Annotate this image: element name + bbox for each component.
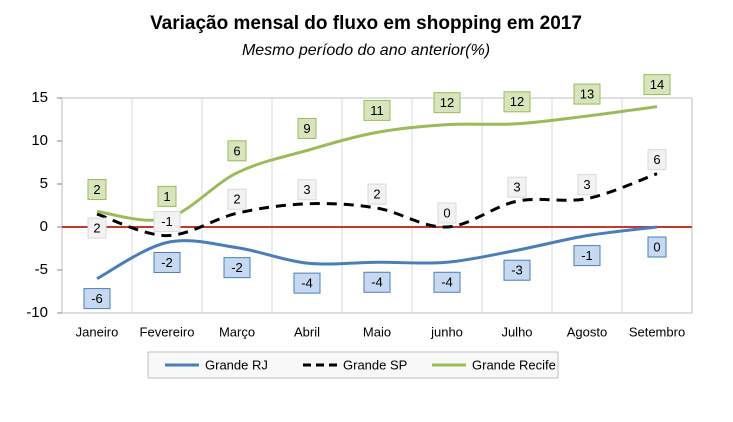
value-label-box — [363, 271, 391, 293]
value-label: -1 — [161, 214, 173, 229]
value-label: 2 — [373, 187, 380, 202]
value-label-box — [503, 91, 531, 113]
x-tick-label: Agosto — [567, 324, 607, 339]
value-label-box — [293, 272, 321, 294]
value-label: 13 — [580, 86, 594, 101]
legend-box — [147, 351, 559, 379]
value-label: 12 — [510, 94, 524, 109]
value-label-box — [157, 185, 177, 207]
value-label: 6 — [653, 152, 660, 167]
x-tick-label: Março — [219, 324, 255, 339]
value-label: -6 — [91, 291, 103, 306]
value-label: 11 — [370, 103, 384, 118]
value-label: 0 — [443, 205, 450, 220]
value-label: -3 — [511, 263, 523, 278]
value-label-box — [227, 188, 247, 210]
value-label-box — [433, 92, 461, 114]
y-tick-label: -5 — [35, 261, 48, 278]
x-tick-label: Setembro — [629, 324, 685, 339]
value-label: 2 — [93, 182, 100, 197]
value-label-box — [573, 83, 601, 105]
value-label-box — [437, 202, 457, 224]
chart-subtitle: Mesmo período do ano anterior(%) — [242, 42, 490, 59]
value-label: 1 — [163, 189, 170, 204]
value-label: 3 — [303, 182, 310, 197]
value-label: 2 — [233, 192, 240, 207]
value-label-box — [87, 179, 107, 201]
x-tick-label: Maio — [363, 324, 391, 339]
x-tick-label: Janeiro — [76, 324, 119, 339]
value-label: 3 — [513, 180, 520, 195]
value-label-box — [433, 271, 461, 293]
value-label: 0 — [653, 239, 660, 254]
value-label-box — [363, 99, 391, 121]
value-label-box — [83, 288, 111, 310]
value-label-box — [503, 259, 531, 281]
value-label: 3 — [583, 177, 590, 192]
series-line — [96, 172, 658, 238]
series-line — [96, 225, 658, 280]
value-label-box — [507, 176, 527, 198]
y-tick-label: 15 — [31, 89, 48, 106]
value-label: -4 — [301, 276, 313, 291]
value-label: 9 — [303, 121, 310, 136]
legend-label: Grande RJ — [205, 357, 268, 372]
value-label: -2 — [231, 260, 243, 275]
value-label-box — [643, 74, 671, 96]
x-tick-label: Abril — [294, 324, 320, 339]
value-label: -4 — [371, 275, 383, 290]
value-label-box — [153, 251, 181, 273]
legend-label: Grande Recife — [472, 357, 556, 372]
x-tick-label: Julho — [501, 324, 532, 339]
value-label-box — [647, 149, 667, 171]
plot-area — [61, 97, 693, 314]
chart-title: Variação mensal do fluxo em shopping em … — [150, 13, 582, 34]
value-label: -4 — [441, 275, 453, 290]
y-tick-label: 10 — [31, 132, 48, 149]
x-tick-label: junho — [430, 324, 463, 339]
value-label: 2 — [93, 221, 100, 236]
value-label: 12 — [440, 95, 454, 110]
x-tick-label: Fevereiro — [140, 324, 195, 339]
value-label: -2 — [161, 255, 173, 270]
series-line — [96, 105, 658, 222]
value-label-box — [297, 179, 317, 201]
value-label-box — [367, 183, 387, 205]
legend-label: Grande SP — [343, 357, 407, 372]
y-tick-label: 0 — [40, 218, 48, 235]
value-label-box — [153, 211, 181, 233]
y-tick-label: -10 — [26, 304, 48, 321]
value-label: 6 — [233, 143, 240, 158]
value-label-box — [647, 236, 667, 258]
y-tick-label: 5 — [40, 175, 48, 192]
value-label-box — [573, 245, 601, 267]
value-label-box — [227, 140, 247, 162]
value-label: 14 — [650, 77, 664, 92]
value-label-box — [297, 117, 317, 139]
value-label: -1 — [581, 248, 593, 263]
value-label-box — [87, 217, 107, 239]
value-label-box — [223, 257, 251, 279]
value-label-box — [577, 174, 597, 196]
